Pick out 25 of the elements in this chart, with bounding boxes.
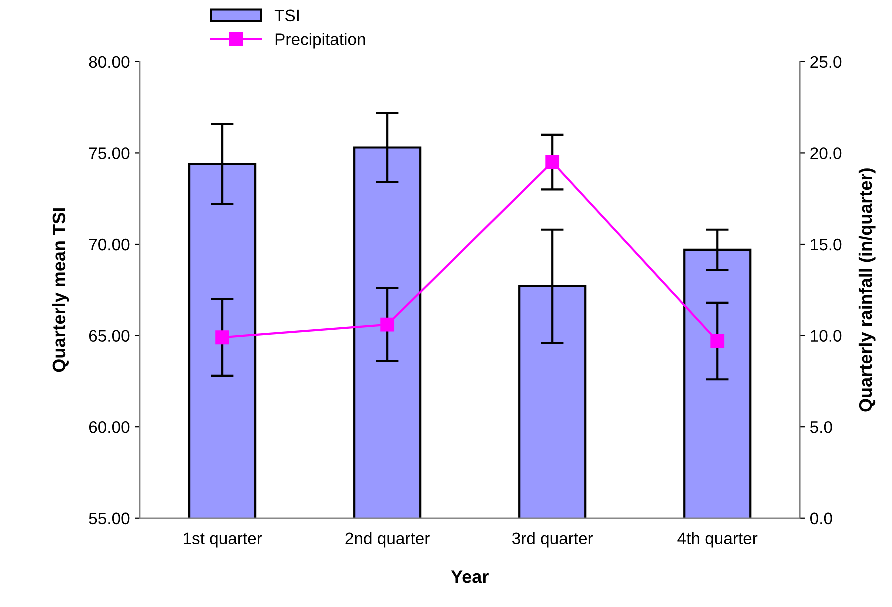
y2-tick-label: 20.0 [810, 148, 842, 160]
x-tick-label: 4th quarter [678, 532, 758, 548]
y2-tick-label: 10.0 [811, 330, 842, 342]
x-axis-title: Year [451, 570, 489, 584]
point [380, 318, 395, 332]
y-tick-label: 70.00 [89, 238, 130, 251]
y2-tick-label: 0.0 [810, 512, 832, 525]
y2-tick-label: 15.0 [811, 238, 842, 251]
y-tick-label: 75.00 [89, 148, 130, 160]
x-tick-label: 1st quarter [184, 532, 262, 548]
legend-label: TSI [274, 10, 299, 22]
point [710, 334, 725, 348]
y-tick-label: 65.00 [89, 330, 130, 342]
y-tick-label: 55.00 [89, 512, 130, 525]
y-tick-label: 60.00 [89, 421, 130, 434]
y2-axis-title: Quarterly rainfall (in/quarter) [858, 168, 876, 412]
y2-tick-label: 5.0 [810, 421, 832, 434]
y-axis-title: Quarterly mean TSI [52, 208, 70, 372]
legend-label: Precipitation [276, 33, 366, 49]
x-tick-label: 3rd quarter [512, 532, 594, 548]
y2-tick-label: 25.0 [810, 56, 842, 68]
x-tick-label: 2nd quarter [346, 532, 430, 548]
y-tick-label: 80.00 [89, 56, 130, 68]
point [216, 330, 230, 345]
point [546, 155, 560, 170]
